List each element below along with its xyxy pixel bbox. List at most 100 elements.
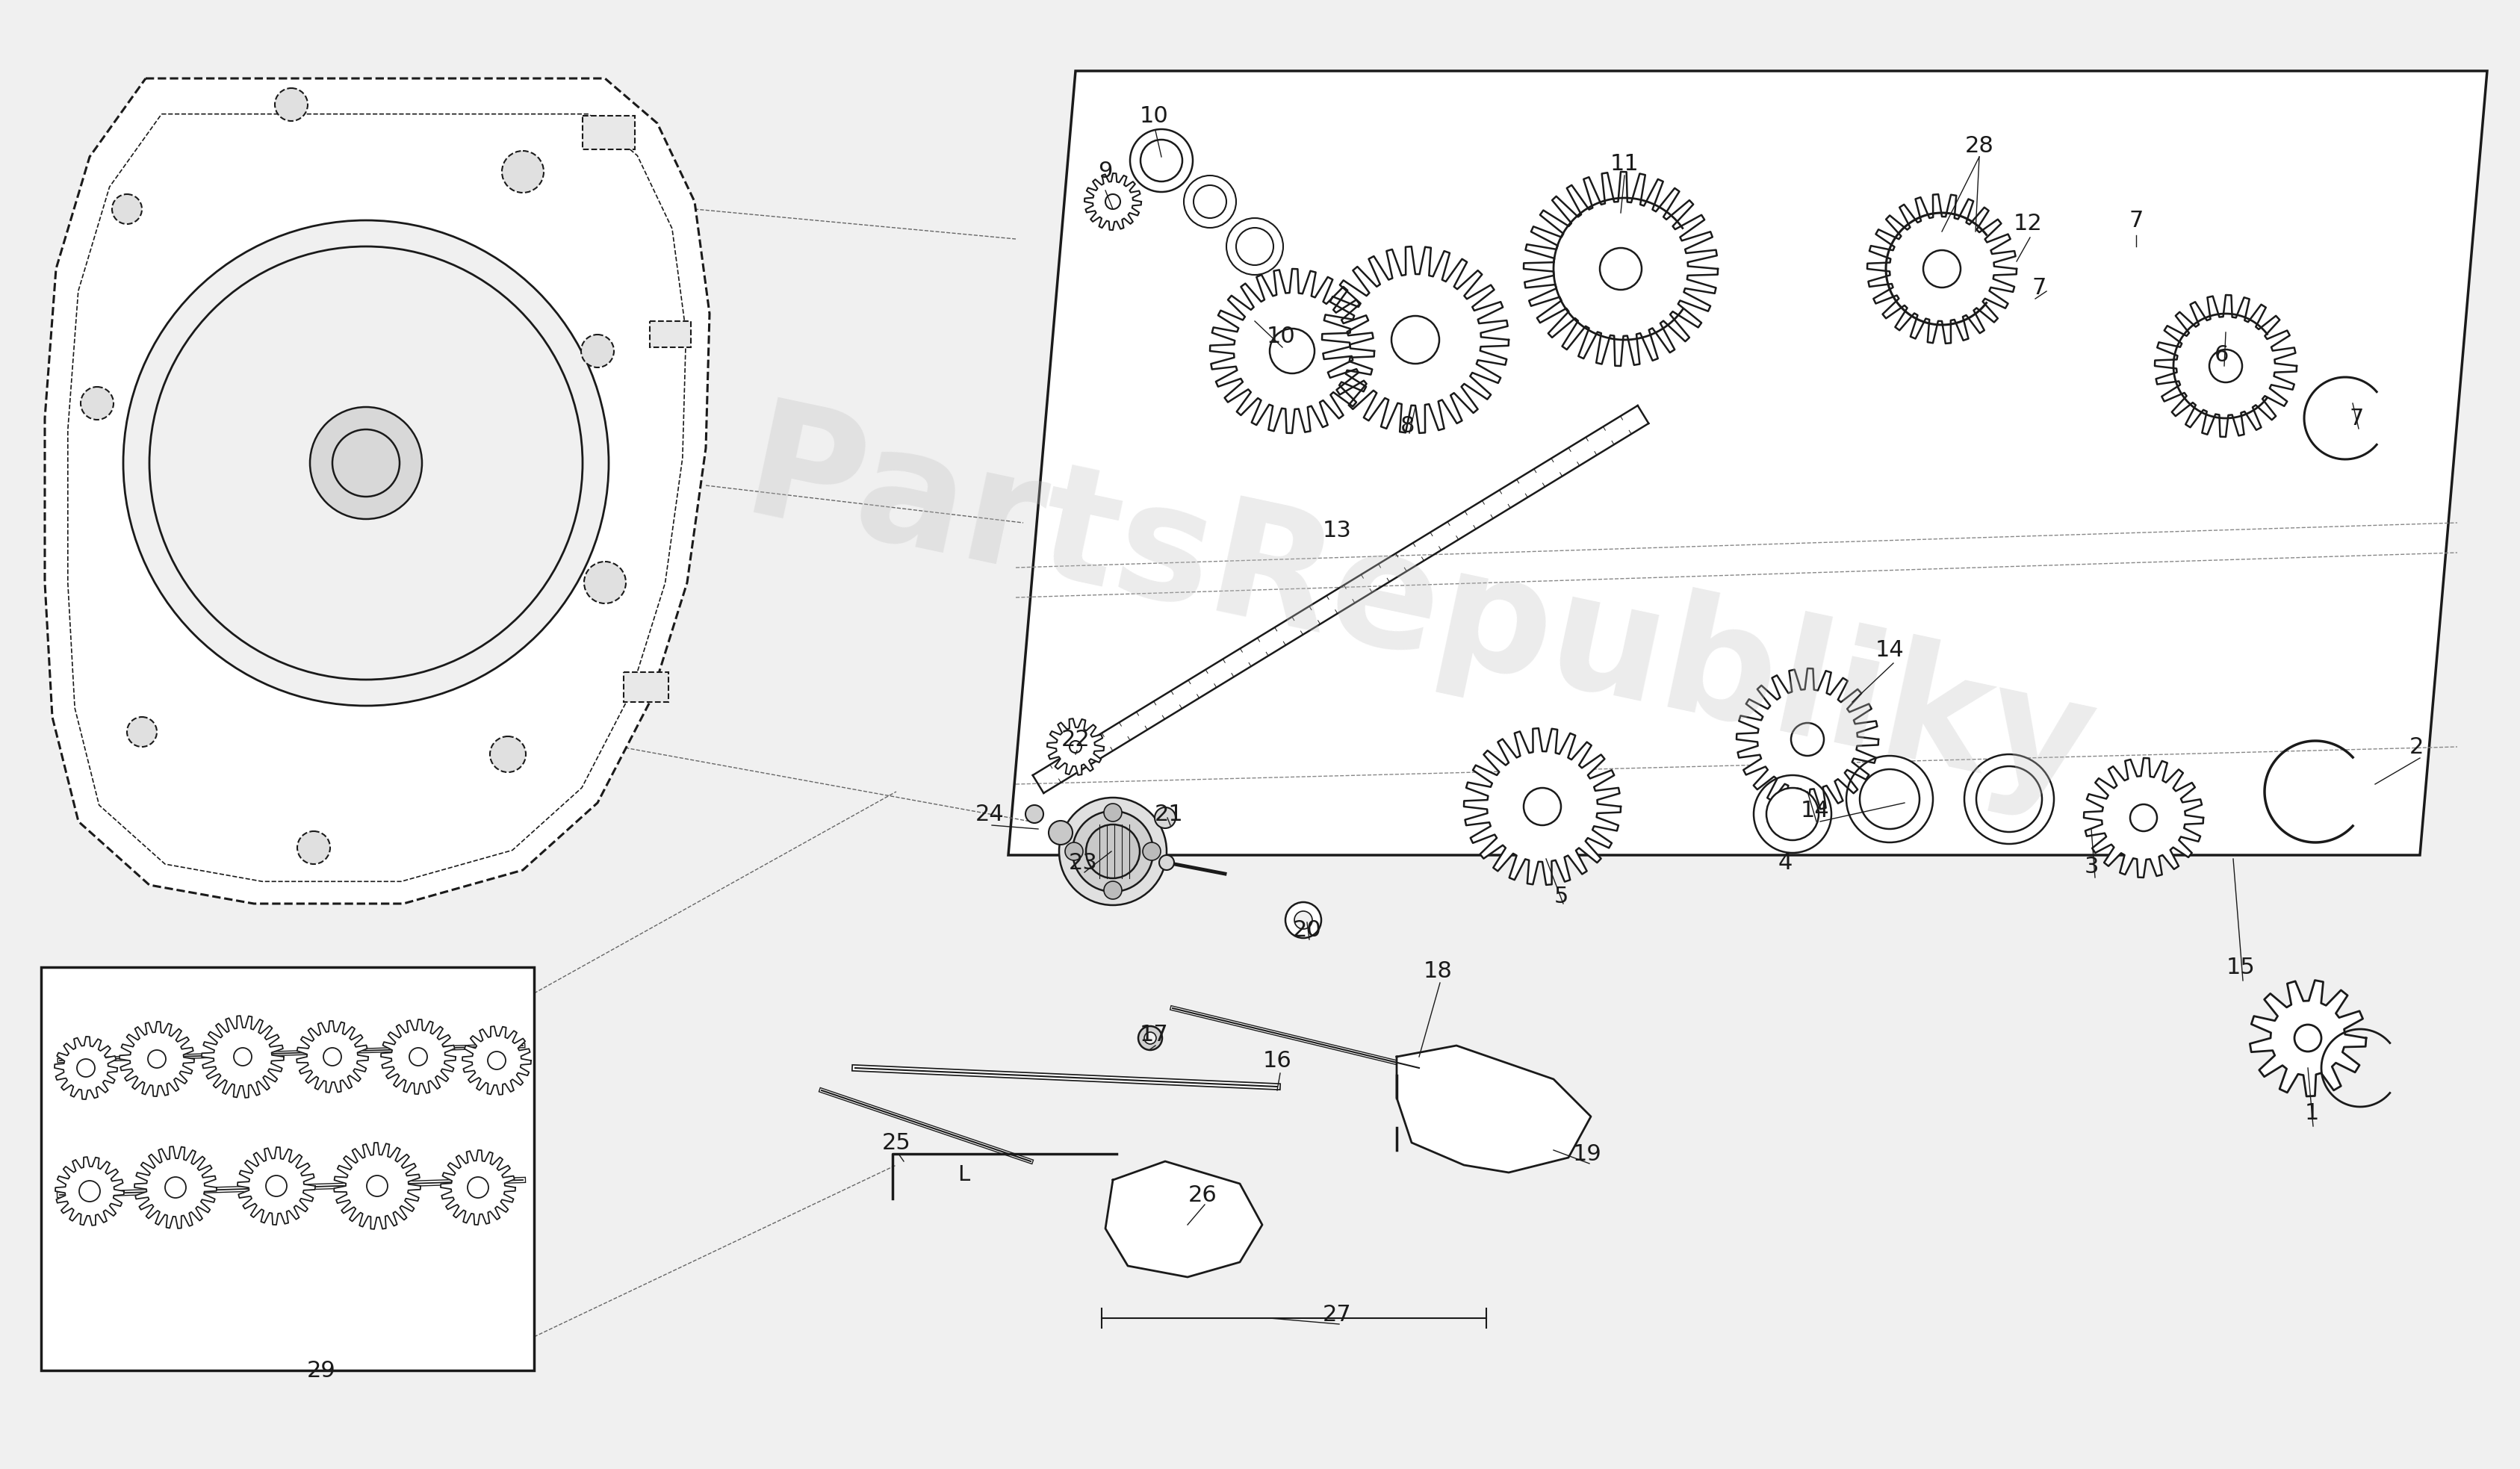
Polygon shape	[1525, 172, 1719, 366]
Text: L: L	[958, 1165, 970, 1185]
Circle shape	[585, 561, 625, 604]
Circle shape	[1139, 1027, 1162, 1050]
Polygon shape	[1323, 247, 1509, 433]
Text: 29: 29	[307, 1360, 335, 1381]
Circle shape	[2210, 350, 2243, 382]
Circle shape	[1754, 776, 1832, 853]
Circle shape	[123, 220, 610, 705]
Circle shape	[408, 1047, 428, 1065]
Text: 21: 21	[1154, 804, 1184, 826]
Text: 2: 2	[2409, 736, 2424, 758]
Text: 20: 20	[1293, 920, 1320, 940]
Circle shape	[81, 386, 113, 420]
Circle shape	[1270, 329, 1315, 373]
Circle shape	[1104, 804, 1121, 821]
Polygon shape	[1867, 194, 2016, 344]
Circle shape	[1860, 770, 1920, 829]
Circle shape	[1104, 881, 1121, 899]
Circle shape	[368, 1175, 388, 1196]
Circle shape	[1086, 824, 1139, 878]
Circle shape	[1963, 754, 2054, 843]
Circle shape	[323, 1047, 340, 1065]
Bar	[40, 967, 534, 1371]
Circle shape	[1026, 805, 1043, 823]
Circle shape	[2129, 805, 2157, 831]
Circle shape	[469, 1177, 489, 1197]
Circle shape	[267, 1175, 287, 1196]
Circle shape	[1923, 250, 1961, 288]
Circle shape	[1066, 842, 1084, 861]
Text: PartsRepubliky: PartsRepubliky	[731, 392, 2107, 833]
Text: 3: 3	[2084, 855, 2099, 877]
Polygon shape	[1396, 1046, 1590, 1172]
Circle shape	[149, 1050, 166, 1068]
Polygon shape	[55, 1158, 123, 1225]
Polygon shape	[335, 1143, 421, 1230]
Text: 28: 28	[1966, 135, 1993, 157]
Polygon shape	[1210, 269, 1373, 433]
Polygon shape	[2084, 758, 2202, 877]
Text: 24: 24	[975, 804, 1003, 826]
Polygon shape	[55, 1037, 118, 1099]
Circle shape	[111, 194, 141, 225]
Circle shape	[166, 1177, 186, 1197]
Circle shape	[1767, 787, 1819, 840]
Text: 19: 19	[1572, 1143, 1603, 1165]
Text: 27: 27	[1323, 1303, 1351, 1325]
Circle shape	[333, 429, 401, 497]
Circle shape	[1106, 194, 1121, 209]
Bar	[650, 322, 690, 347]
Polygon shape	[1008, 71, 2487, 855]
Circle shape	[1144, 1033, 1157, 1044]
Polygon shape	[2155, 295, 2296, 436]
Bar	[582, 116, 635, 150]
Text: 7: 7	[2031, 276, 2046, 298]
Text: 11: 11	[1610, 153, 1638, 175]
Circle shape	[1847, 755, 1933, 842]
Circle shape	[78, 1059, 96, 1077]
Polygon shape	[461, 1027, 532, 1094]
Text: 9: 9	[1099, 162, 1114, 182]
Text: 22: 22	[1061, 729, 1091, 751]
Text: 14: 14	[1799, 799, 1830, 821]
Text: 7: 7	[2349, 407, 2364, 429]
Polygon shape	[118, 1021, 194, 1096]
Circle shape	[1074, 811, 1154, 892]
Circle shape	[489, 1052, 507, 1069]
Circle shape	[1976, 767, 2041, 831]
Circle shape	[234, 1047, 252, 1065]
Circle shape	[1227, 217, 1283, 275]
Polygon shape	[237, 1147, 315, 1225]
Text: 10: 10	[1139, 104, 1169, 126]
Circle shape	[1525, 787, 1560, 826]
Circle shape	[1237, 228, 1273, 264]
Bar	[622, 673, 668, 702]
Text: 6: 6	[2215, 344, 2230, 366]
Polygon shape	[1084, 173, 1142, 231]
Circle shape	[1048, 821, 1074, 845]
Circle shape	[1159, 855, 1174, 870]
Text: 25: 25	[882, 1131, 910, 1153]
Polygon shape	[441, 1150, 517, 1225]
Polygon shape	[45, 78, 711, 903]
Circle shape	[582, 335, 615, 367]
Circle shape	[275, 88, 307, 120]
Text: 7: 7	[2129, 210, 2145, 231]
Text: 14: 14	[1875, 639, 1905, 661]
Polygon shape	[381, 1019, 456, 1094]
Text: 8: 8	[1401, 414, 1416, 436]
Text: 10: 10	[1268, 325, 1295, 347]
Circle shape	[1154, 808, 1177, 829]
Circle shape	[1142, 140, 1182, 182]
Circle shape	[1129, 129, 1192, 192]
Circle shape	[1792, 723, 1824, 755]
Polygon shape	[1736, 668, 1877, 811]
Circle shape	[1068, 740, 1081, 752]
Polygon shape	[134, 1146, 217, 1228]
Circle shape	[1058, 798, 1167, 905]
Circle shape	[1295, 911, 1313, 928]
Text: 17: 17	[1139, 1024, 1169, 1044]
Circle shape	[1194, 185, 1227, 217]
Polygon shape	[1464, 729, 1620, 884]
Text: 23: 23	[1068, 852, 1099, 874]
